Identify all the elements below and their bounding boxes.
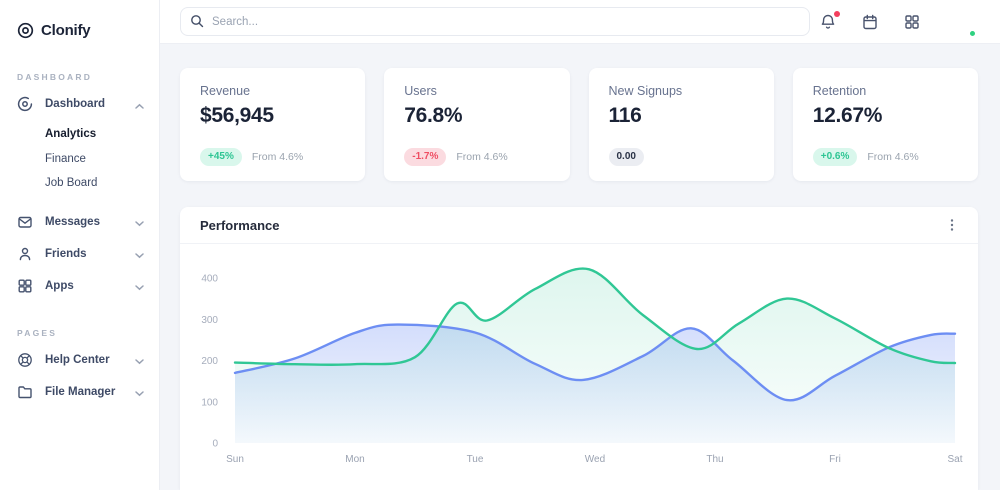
blue-series-line (233, 323, 957, 402)
x-axis-label: Fri (829, 454, 841, 465)
sidebar-item-label: File Manager (45, 385, 116, 398)
x-axis-label: Mon (345, 454, 364, 465)
sidebar-item-label: Messages (45, 215, 100, 228)
sidebar-subitem-finance[interactable]: Finance (45, 152, 86, 165)
sidebar-section-dashboard: DASHBOARD (17, 72, 93, 82)
performance-card-header: Performance (180, 207, 978, 244)
sidebar-subitem-job-board[interactable]: Job Board (45, 177, 98, 190)
chevron-down-icon (134, 354, 145, 365)
sidebar-item-label: Dashboard (45, 98, 106, 110)
stat-card-new-signups: New Signups 116 0.00 (588, 68, 774, 181)
y-axis-label: 400 (201, 274, 218, 285)
stat-card-revenue: Revenue $56,945 +45% From 4.6% (180, 68, 366, 181)
stat-badge: +0.6% (812, 148, 858, 166)
y-axis-label: 100 (201, 397, 218, 408)
sidebar-item-friends[interactable]: Friends (0, 238, 159, 270)
chevron-up-icon (134, 99, 145, 110)
stat-card-users: Users 76.8% -1.7% From 4.6% (384, 68, 570, 181)
mail-icon (17, 214, 33, 230)
stat-note: From 4.6% (456, 151, 508, 163)
performance-card: Performance 0 100 200 300 400 Sun Mon Tue Wed Thu… (180, 207, 978, 490)
performance-title: Performance (200, 217, 280, 233)
sidebar-item-apps[interactable]: Apps (0, 270, 159, 302)
search-input[interactable] (180, 7, 810, 36)
sidebar: Clonify DASHBOARD Dashboard Analytics Fi… (0, 0, 160, 490)
grid-icon (17, 278, 33, 294)
bell-icon[interactable] (819, 10, 840, 31)
stat-value: 12.67% (812, 104, 883, 127)
x-axis-label: Tue (467, 454, 484, 465)
x-axis-label: Thu (706, 454, 723, 465)
chevron-down-icon (134, 248, 145, 259)
chevron-down-icon (134, 216, 145, 227)
stat-value: $56,945 (200, 104, 274, 127)
x-axis-label: Sat (947, 454, 962, 465)
sidebar-item-file-manager[interactable]: File Manager (0, 376, 159, 408)
stat-title: New Signups (608, 84, 683, 98)
content: Revenue $56,945 +45% From 4.6% Users 76.… (160, 44, 1000, 490)
calendar-icon[interactable] (861, 13, 879, 31)
chevron-down-icon (134, 386, 145, 397)
brand-logo-icon (17, 22, 34, 39)
sidebar-item-label: Friends (45, 247, 87, 260)
stat-badge: 0.00 (608, 148, 644, 166)
performance-chart-body: 0 100 200 300 400 Sun Mon Tue Wed Thu Fri Sat (180, 244, 978, 490)
x-axis-label: Sun (226, 454, 244, 465)
chevron-down-icon (134, 280, 145, 291)
stat-note: From 4.6% (867, 151, 919, 163)
topbar-actions (819, 7, 1000, 38)
notification-dot (834, 10, 840, 17)
stat-value: 116 (608, 104, 642, 127)
brand-logo: Clonify (0, 0, 159, 46)
performance-chart: 0 100 200 300 400 Sun Mon Tue Wed Thu Fri Sat (201, 267, 963, 465)
user-icon (17, 246, 33, 262)
stat-note: From 4.6% (251, 151, 304, 163)
search-icon (190, 14, 204, 28)
folder-icon (17, 384, 33, 400)
sidebar-item-dashboard[interactable]: Dashboard (0, 88, 159, 120)
stat-card-retention: Retention 12.67% +0.6% From 4.6% (792, 68, 978, 181)
stat-badge: +45% (200, 148, 242, 166)
sidebar-item-label: Help Center (45, 353, 110, 366)
green-series-area (235, 268, 955, 443)
kebab-menu-icon[interactable] (944, 217, 960, 233)
online-status-dot (968, 28, 977, 38)
disc-icon (17, 96, 33, 112)
main-area: Revenue $56,945 +45% From 4.6% Users 76.… (160, 0, 1000, 490)
stats-row: Revenue $56,945 +45% From 4.6% Users 76.… (180, 68, 978, 181)
search-bar (180, 7, 810, 36)
y-axis-label: 300 (201, 315, 218, 326)
stat-value: 76.8% (404, 104, 463, 127)
sidebar-subitem-analytics[interactable]: Analytics (45, 128, 97, 141)
y-axis-label: 200 (201, 356, 218, 367)
sidebar-section-pages: PAGES (17, 327, 58, 338)
topbar (160, 0, 1000, 44)
lifebuoy-icon (17, 352, 33, 368)
stat-badge: -1.7% (404, 148, 447, 166)
app-grid-icon[interactable] (903, 13, 921, 31)
sidebar-item-messages[interactable]: Messages (0, 206, 159, 238)
green-series-line (233, 267, 957, 367)
stat-title: Retention (812, 84, 867, 98)
y-axis-label: 0 (212, 439, 218, 450)
stat-title: Revenue (200, 84, 251, 98)
stat-title: Users (404, 84, 437, 98)
dashboard-sub-menu: Analytics Finance Job Board (0, 120, 159, 198)
x-axis-label: Wed (585, 454, 605, 465)
sidebar-item-help-center[interactable]: Help Center (0, 344, 159, 376)
user-menu[interactable] (945, 7, 977, 38)
sidebar-item-label: Apps (45, 279, 74, 292)
brand-name: Clonify (41, 22, 91, 39)
